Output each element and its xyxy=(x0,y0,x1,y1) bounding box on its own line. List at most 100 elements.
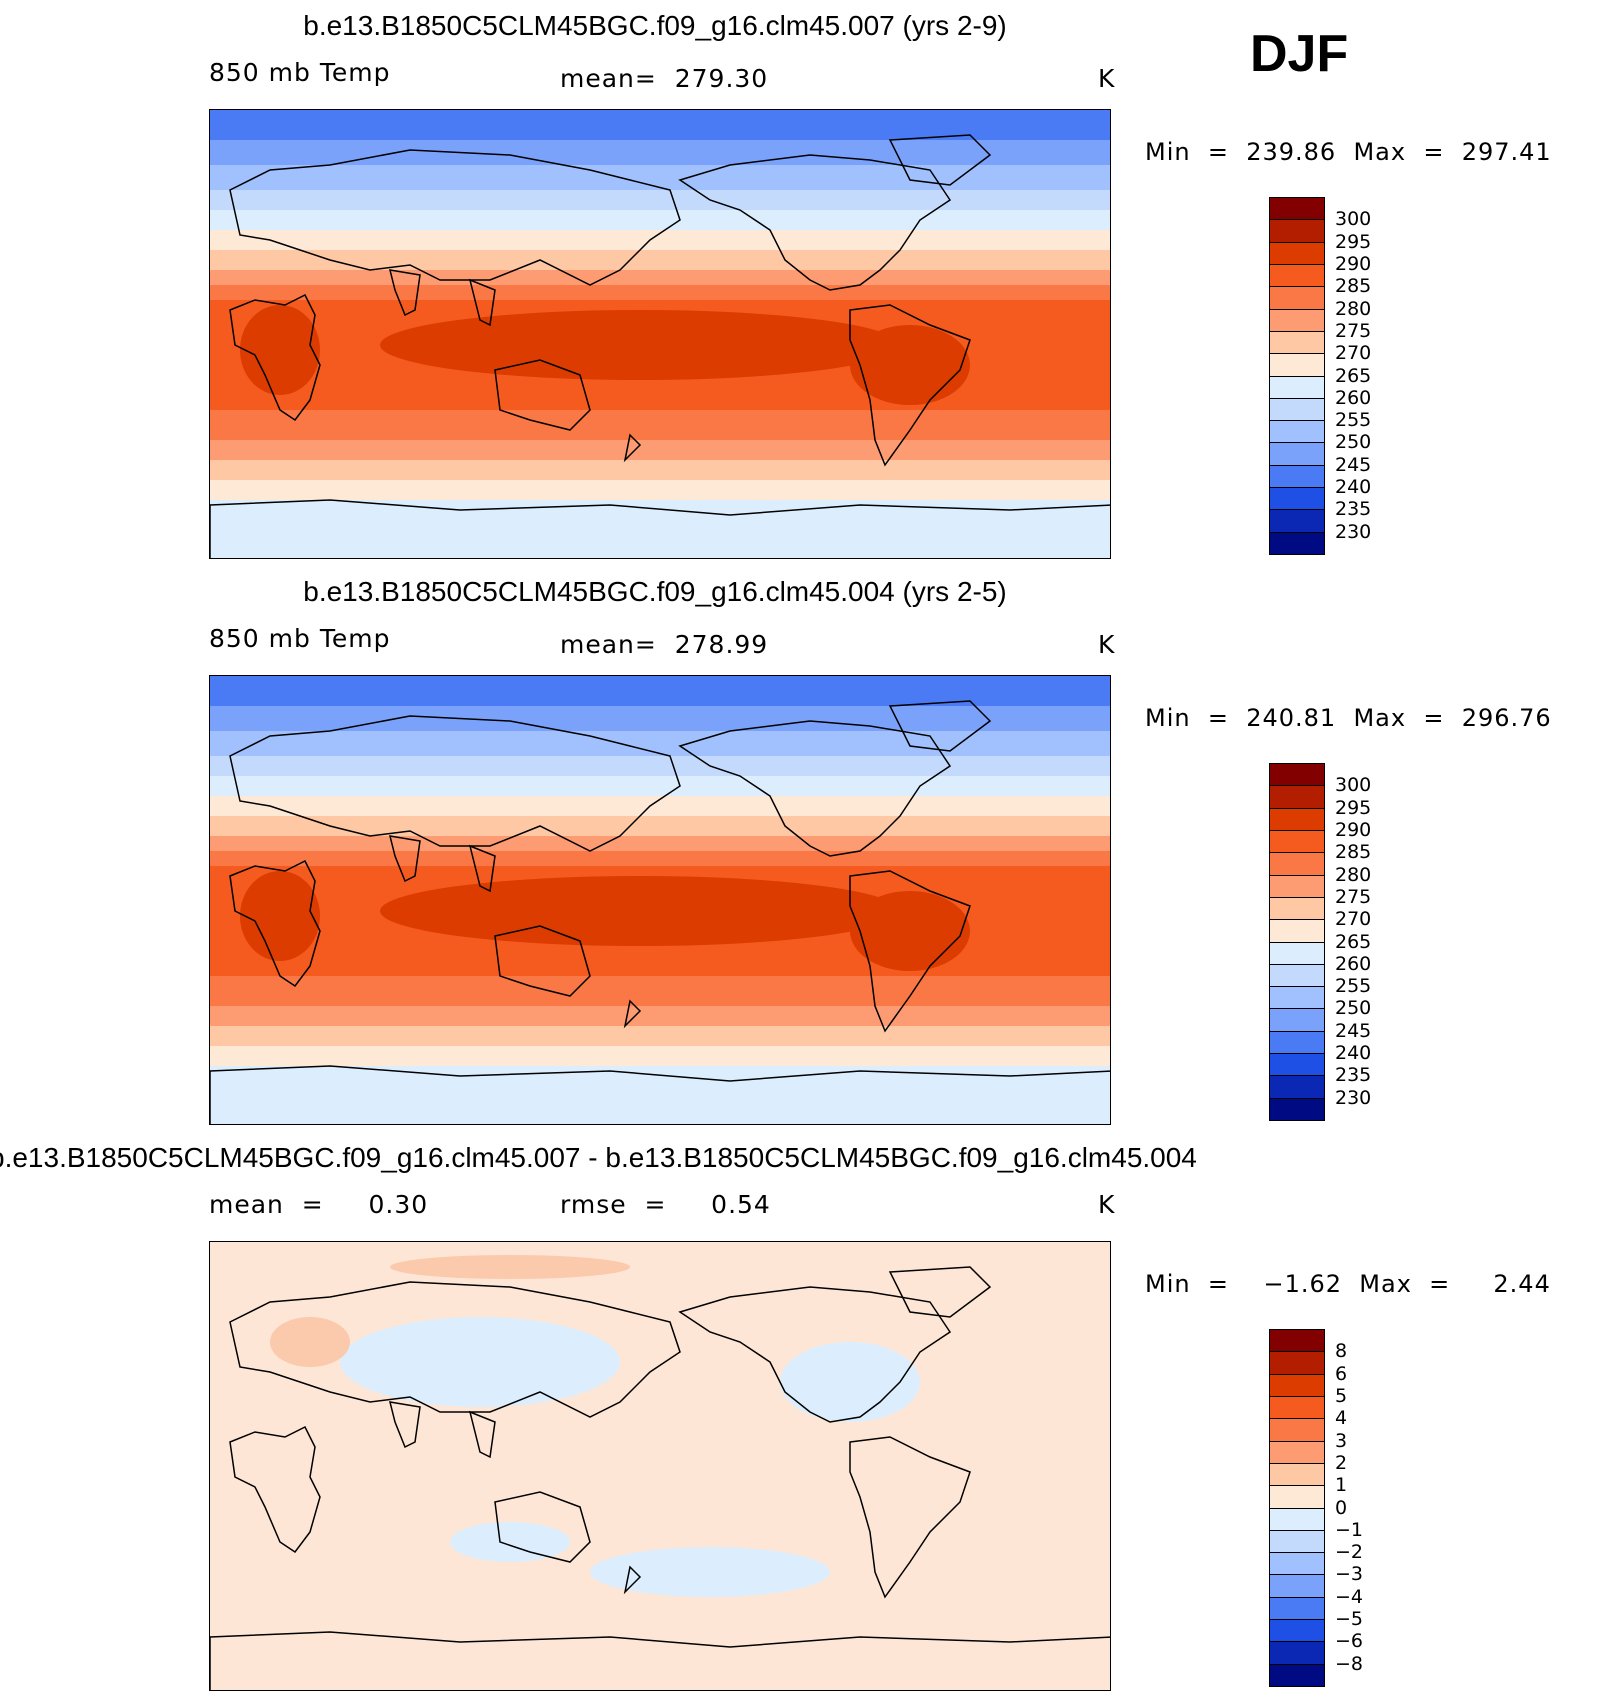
min-max-label: Min = −1.62 Max = 2.44 xyxy=(1145,1270,1551,1298)
colorbar-swatch xyxy=(1269,1030,1325,1055)
colorbar-tick-label: 230 xyxy=(1335,1086,1372,1109)
colorbar-tick-label: −3 xyxy=(1335,1563,1364,1586)
colorbar-swatch xyxy=(1269,1529,1325,1554)
contour-band xyxy=(210,250,1110,270)
colorbar-tick-label: 260 xyxy=(1335,952,1372,975)
colorbar-tick-label: 285 xyxy=(1335,275,1372,298)
coastline xyxy=(229,715,681,852)
colorbar-swatch xyxy=(1269,1641,1325,1665)
colorbar-tick-label: 230 xyxy=(1335,520,1372,543)
colorbar-swatch xyxy=(1269,807,1325,831)
colorbar-swatch xyxy=(1269,1418,1325,1442)
colorbar-swatch xyxy=(1269,1097,1325,1121)
colorbar-swatch xyxy=(1269,1440,1325,1464)
contour-band xyxy=(210,816,1110,836)
colorbar-swatch xyxy=(1269,1663,1325,1687)
colorbar-tick-label: 255 xyxy=(1335,409,1372,432)
panel-title: b.e13.B1850C5CLM45BGC.f09_g16.clm45.004 … xyxy=(303,576,1007,607)
contour-band xyxy=(210,480,1110,500)
contour-band xyxy=(210,1026,1110,1046)
colorbar: 8 6 5 4 3 2 1 0 −1 −2 −3 −4 −5 −6 −8 xyxy=(1269,1329,1363,1687)
colorbar-swatch xyxy=(1269,219,1325,243)
colorbar: 300 295 290 285 280 275 270 265 260 255 250 245 240 2… xyxy=(1269,197,1371,555)
colorbar-tick-label: 250 xyxy=(1335,431,1372,454)
colorbar-tick-label: 240 xyxy=(1335,476,1372,499)
colorbar-tick-label: 290 xyxy=(1335,252,1372,275)
contour-band xyxy=(210,230,1110,250)
colorbar: 300 295 290 285 280 275 270 265 260 255 250 245 240 2… xyxy=(1269,763,1371,1121)
colorbar-swatch xyxy=(1269,464,1325,489)
coastline xyxy=(849,870,971,1033)
coastline xyxy=(229,293,321,422)
colorbar-tick-label: 0 xyxy=(1335,1496,1348,1519)
coastline xyxy=(229,149,681,286)
panel-model-004: b.e13.B1850C5CLM45BGC.f09_g16.clm45.004 … xyxy=(0,566,1602,1132)
contour-band xyxy=(210,676,1110,706)
contour-band xyxy=(210,976,1110,1006)
colorbar-swatch xyxy=(1269,763,1325,787)
variable-label: 850 mb Temp xyxy=(209,58,391,87)
colorbar-tick-label: 280 xyxy=(1335,297,1372,320)
colorbar-tick-label: 265 xyxy=(1335,364,1372,387)
colorbar-swatch xyxy=(1269,1596,1325,1621)
coastline xyxy=(210,1065,1110,1124)
colorbar-swatch xyxy=(1269,1574,1325,1598)
coastline xyxy=(623,433,642,463)
cool-anomaly xyxy=(340,1317,620,1407)
contour-band xyxy=(210,285,1110,300)
contour-band xyxy=(210,210,1110,230)
contour-band xyxy=(210,1006,1110,1026)
colorbar-tick-label: 2 xyxy=(1335,1451,1348,1474)
contour-band xyxy=(210,851,1110,866)
contour-band xyxy=(210,190,1110,210)
colorbar-tick-label: −2 xyxy=(1335,1541,1364,1564)
colorbar-tick-label: 260 xyxy=(1335,386,1372,409)
coastline xyxy=(888,1266,992,1318)
contour-band xyxy=(210,836,1110,851)
colorbar-swatch xyxy=(1269,785,1325,809)
contour-band xyxy=(210,270,1110,285)
contour-band xyxy=(210,756,1110,776)
season-label: DJF xyxy=(1250,25,1349,83)
coastline xyxy=(210,499,1110,558)
coastline xyxy=(494,1491,591,1563)
colorbar-swatch xyxy=(1269,1395,1325,1420)
colorbar-tick-label: 3 xyxy=(1335,1429,1348,1452)
colorbar-swatch xyxy=(1269,353,1325,377)
coastline xyxy=(888,134,992,186)
units-label: K xyxy=(1098,1190,1116,1219)
coastline xyxy=(468,844,496,893)
contour-band xyxy=(210,1046,1110,1066)
coastline xyxy=(623,1565,642,1595)
colorbar-swatch xyxy=(1269,509,1325,533)
colorbar-swatch xyxy=(1269,919,1325,943)
colorbar-tick-label: 300 xyxy=(1335,774,1372,797)
contour-band xyxy=(210,410,1110,440)
colorbar-swatch xyxy=(1269,487,1325,511)
colorbar-swatch xyxy=(1269,1619,1325,1643)
warm-pool xyxy=(240,871,320,961)
colorbar-swatch xyxy=(1269,1053,1325,1077)
colorbar-swatch xyxy=(1269,941,1325,965)
warm-pool xyxy=(850,325,970,405)
difference-map xyxy=(209,1241,1111,1691)
colorbar-tick-label: −8 xyxy=(1335,1652,1364,1675)
colorbar-swatch xyxy=(1269,829,1325,854)
cool-anomaly xyxy=(450,1522,570,1562)
coastline xyxy=(468,1410,496,1459)
colorbar-tick-label: 295 xyxy=(1335,796,1372,819)
colorbar-swatch xyxy=(1269,197,1325,221)
contour-band xyxy=(210,140,1110,165)
colorbar-tick-label: −1 xyxy=(1335,1518,1364,1541)
colorbar-tick-label: 4 xyxy=(1335,1407,1348,1430)
colorbar-tick-label: 245 xyxy=(1335,453,1372,476)
temperature-map xyxy=(209,675,1111,1125)
colorbar-swatch xyxy=(1269,442,1325,466)
units-label: K xyxy=(1098,630,1116,659)
colorbar-tick-label: 300 xyxy=(1335,208,1372,231)
coastline xyxy=(468,278,496,327)
colorbar-tick-label: 270 xyxy=(1335,342,1372,365)
min-max-label: Min = 240.81 Max = 296.76 xyxy=(1145,704,1552,732)
coastline xyxy=(388,1401,421,1449)
colorbar-tick-label: 285 xyxy=(1335,841,1372,864)
